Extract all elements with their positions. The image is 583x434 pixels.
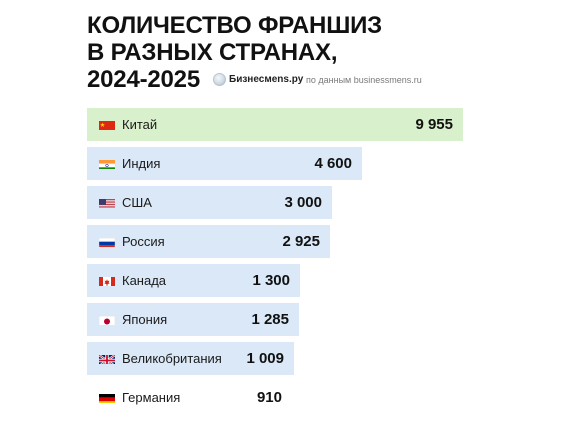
value-label: 1 285: [251, 311, 289, 328]
bar-row: Япония 1 285: [87, 303, 299, 336]
bar-row: США 3 000: [87, 186, 332, 219]
value-label: 4 600: [314, 155, 352, 172]
title-line-3: 2024-2025: [87, 66, 200, 93]
title-line-1: КОЛИЧЕСТВО ФРАНШИЗ: [87, 12, 382, 39]
germany-flag-icon: [99, 392, 115, 403]
brand-name: Бизнесмens.ру: [229, 74, 304, 85]
bar: [87, 186, 332, 219]
bar-row: Германия 910: [87, 381, 292, 414]
brand-logo-icon: [213, 73, 226, 86]
category-label: Германия: [122, 390, 181, 405]
usa-flag-icon: [99, 197, 115, 208]
japan-flag-icon: [99, 314, 115, 325]
bar: [87, 342, 294, 375]
value-label: 1 009: [246, 350, 284, 367]
bar: [87, 264, 300, 297]
bar-row: Россия 2 925: [87, 225, 330, 258]
bar-row: Китай 9 955: [87, 108, 463, 141]
value-label: 1 300: [252, 272, 290, 289]
value-label: 9 955: [415, 116, 453, 133]
india-flag-icon: [99, 158, 115, 169]
category-label: Индия: [122, 156, 161, 171]
value-label: 910: [256, 389, 282, 406]
brand-badge: Бизнесмens.ру: [213, 73, 303, 86]
bar: [87, 147, 362, 180]
bar-row: Индия 4 600: [87, 147, 362, 180]
bar-row: Канада 1 300: [87, 264, 300, 297]
chart-title: КОЛИЧЕСТВО ФРАНШИЗ В РАЗНЫХ СТРАНАХ, 202…: [87, 12, 382, 93]
category-label: Китай: [122, 117, 158, 132]
bar: [87, 303, 299, 336]
category-label: Россия: [122, 234, 165, 249]
bar: [87, 108, 463, 141]
category-label: Великобритания: [122, 351, 222, 366]
category-label: США: [122, 195, 152, 210]
russia-flag-icon: [99, 236, 115, 247]
bar-row: Великобритания 1 009: [87, 342, 294, 375]
category-label: Япония: [122, 312, 168, 327]
title-line-2: В РАЗНЫХ СТРАНАХ,: [87, 39, 338, 66]
canada-flag-icon: [99, 275, 115, 286]
value-label: 2 925: [282, 233, 320, 250]
uk-flag-icon: [99, 353, 115, 364]
bar: [87, 225, 330, 258]
bar: [87, 381, 292, 414]
category-label: Канада: [122, 273, 167, 288]
china-flag-icon: [99, 119, 115, 130]
source-note: по данным businessmens.ru: [306, 75, 422, 85]
value-label: 3 000: [284, 194, 322, 211]
